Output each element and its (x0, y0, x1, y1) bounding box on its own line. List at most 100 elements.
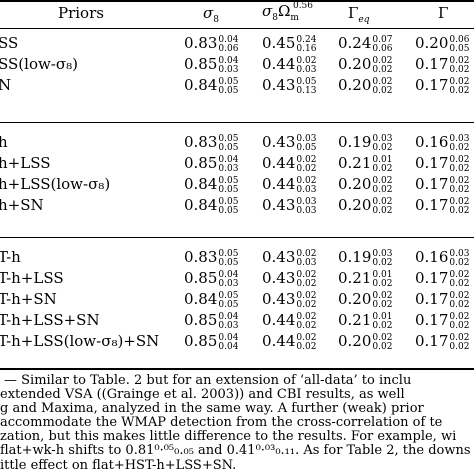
value-cell: 0.17 0.02 0.02 (415, 334, 469, 352)
value-upper: 0.03 (296, 197, 317, 207)
value-central: 0.43 (262, 76, 296, 94)
value-central: 0.44 (262, 332, 296, 350)
value-upper: 0.01 (372, 312, 393, 322)
value-lower: 0.02 (296, 321, 317, 331)
value-upper: 0.02 (372, 333, 393, 343)
value-lower: 0.03 (218, 321, 239, 331)
value-cell: 0.20 0.02 0.02 (338, 57, 392, 75)
value-upper: 0.02 (449, 270, 470, 280)
value-central: 0.17 (415, 175, 449, 193)
prior-label: T-h (0, 248, 21, 266)
value-lower: 0.05 (218, 143, 239, 153)
value-central: 0.19 (338, 248, 372, 266)
value-central: 0.85 (184, 311, 218, 329)
value-central: 0.17 (415, 269, 449, 287)
value-central: 0.43 (262, 290, 296, 308)
value-upper: 0.02 (296, 249, 317, 259)
value-upper: 0.04 (218, 333, 239, 343)
value-central: 0.84 (184, 290, 218, 308)
value-upper: 0.02 (372, 176, 393, 186)
value-central: 0.21 (338, 311, 372, 329)
top-rule (0, 0, 474, 2)
value-lower: 0.05 (218, 185, 239, 195)
prior-label: T-h+SN (0, 290, 57, 308)
value-lower: 0.02 (449, 185, 470, 195)
value-cell: 0.21 0.01 0.02 (338, 313, 392, 331)
value-cell: 0.19 0.03 0.02 (338, 135, 392, 153)
value-upper: 0.02 (372, 56, 393, 66)
value-upper: 0.04 (218, 56, 239, 66)
value-central: 0.20 (338, 175, 372, 193)
value-central: 0.43 (262, 248, 296, 266)
value-upper: 0.01 (372, 155, 393, 165)
value-central: 0.84 (184, 196, 218, 214)
value-central: 0.16 (415, 248, 449, 266)
value-lower: 0.02 (296, 279, 317, 289)
value-cell: 0.44 0.02 0.02 (262, 156, 316, 174)
value-lower: 0.05 (218, 206, 239, 216)
value-central: 0.84 (184, 76, 218, 94)
value-central: 0.45 (262, 34, 296, 52)
value-central: 0.20 (338, 76, 372, 94)
caption-line: ittle effect on flat+HST-h+LSS+SN. (0, 458, 237, 473)
value-upper: 0.07 (372, 35, 393, 45)
value-cell: 0.45 0.24 0.16 (262, 36, 316, 54)
prior-label: N (0, 76, 12, 94)
value-lower: 0.04 (218, 342, 239, 352)
value-central: 0.20 (338, 196, 372, 214)
value-upper: 0.05 (218, 249, 239, 259)
prior-label: T-h+LSS+SN (0, 311, 100, 329)
value-upper: 0.03 (449, 249, 470, 259)
value-lower: 0.02 (372, 206, 393, 216)
value-central: 0.17 (415, 290, 449, 308)
value-cell: 0.43 0.02 0.03 (262, 250, 316, 268)
caption-line: — Similar to Table. 2 but for an extensi… (4, 373, 412, 388)
value-cell: 0.19 0.03 0.02 (338, 250, 392, 268)
block-rule-2 (0, 237, 474, 238)
value-lower: 0.02 (372, 321, 393, 331)
value-lower: 0.05 (218, 86, 239, 96)
value-lower: 0.02 (449, 143, 470, 153)
value-cell: 0.17 0.02 0.02 (415, 271, 469, 289)
value-upper: 0.02 (372, 77, 393, 87)
value-central: 0.19 (338, 133, 372, 151)
header-gamma-eq: Γeq (348, 4, 370, 25)
value-cell: 0.16 0.03 0.02 (415, 135, 469, 153)
value-upper: 0.02 (449, 291, 470, 301)
caption-line: extended VSA ((Grainge et al. 2003)) and… (0, 387, 405, 402)
value-upper: 0.02 (296, 312, 317, 322)
value-lower: 0.03 (218, 279, 239, 289)
value-lower: 0.02 (372, 143, 393, 153)
value-lower: 0.02 (449, 279, 470, 289)
value-central: 0.20 (338, 290, 372, 308)
value-lower: 0.02 (372, 258, 393, 268)
value-cell: 0.83 0.04 0.06 (184, 36, 238, 54)
value-upper: 0.03 (372, 249, 393, 259)
value-central: 0.43 (262, 269, 296, 287)
value-central: 0.21 (338, 154, 372, 172)
header-sigma8: σ8 (203, 4, 219, 25)
value-central: 0.85 (184, 154, 218, 172)
value-cell: 0.43 0.02 0.02 (262, 271, 316, 289)
value-cell: 0.20 0.02 0.02 (338, 198, 392, 216)
value-central: 0.85 (184, 269, 218, 287)
value-upper: 0.02 (449, 312, 470, 322)
prior-label: T-h+LSS(low-σ₈)+SN (0, 332, 160, 350)
header-sigma8-omega: σ8Ωm0.56 (262, 1, 314, 23)
prior-label: h+LSS (0, 154, 51, 172)
value-cell: 0.17 0.02 0.02 (415, 177, 469, 195)
value-upper: 0.02 (296, 56, 317, 66)
value-lower: 0.02 (449, 86, 470, 96)
value-upper: 0.02 (449, 56, 470, 66)
value-central: 0.83 (184, 34, 218, 52)
value-cell: 0.43 0.02 0.02 (262, 292, 316, 310)
prior-label: SS(low-σ₈) (0, 55, 78, 73)
value-cell: 0.84 0.05 0.05 (184, 177, 238, 195)
value-cell: 0.85 0.04 0.03 (184, 271, 238, 289)
value-cell: 0.85 0.04 0.04 (184, 334, 238, 352)
value-upper: 0.02 (296, 270, 317, 280)
value-cell: 0.83 0.05 0.05 (184, 135, 238, 153)
value-lower: 0.02 (372, 300, 393, 310)
value-upper: 0.02 (296, 176, 317, 186)
value-upper: 0.06 (449, 35, 470, 45)
